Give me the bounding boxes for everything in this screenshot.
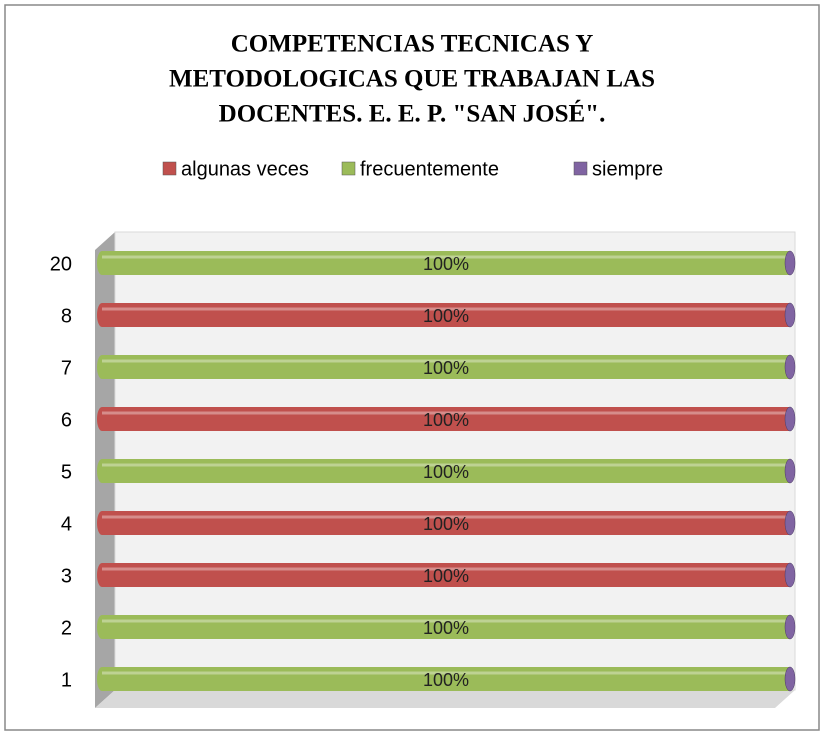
legend-label: frecuentemente — [360, 158, 499, 180]
y-tick-label: 6 — [61, 409, 72, 431]
y-tick-label: 4 — [61, 513, 72, 535]
bar-cap — [97, 511, 107, 535]
bar-cap — [97, 667, 107, 691]
data-label: 100% — [423, 618, 469, 638]
bar-end-cap — [784, 406, 796, 432]
bar-cap — [97, 407, 107, 431]
bar-end-cap — [784, 354, 796, 380]
legend-swatch — [162, 161, 177, 176]
y-tick-label: 2 — [61, 617, 72, 639]
chart-title: METODOLOGICAS QUE TRABAJAN LAS — [169, 66, 655, 93]
bar-cap — [97, 563, 107, 587]
bar-end-cap — [784, 302, 796, 328]
bar-segment — [102, 511, 790, 535]
bar-segment — [102, 667, 790, 691]
bar-cap — [97, 615, 107, 639]
legend-label: siempre — [592, 158, 663, 180]
bar-end-cap — [784, 562, 796, 588]
bar-end-cap — [784, 614, 796, 640]
y-tick-label: 3 — [61, 565, 72, 587]
legend-swatch — [573, 161, 588, 176]
bar-end-cap — [784, 666, 796, 692]
bar-segment — [102, 303, 790, 327]
bar-segment — [102, 459, 790, 483]
bar-segment — [102, 563, 790, 587]
bar-cap — [97, 251, 107, 275]
data-label: 100% — [423, 514, 469, 534]
data-label: 100% — [423, 410, 469, 430]
bar-end-cap — [784, 510, 796, 536]
chart-title: COMPETENCIAS TECNICAS Y — [231, 31, 594, 58]
legend-label: algunas veces — [181, 158, 309, 180]
data-label: 100% — [423, 306, 469, 326]
data-label: 100% — [423, 566, 469, 586]
y-tick-label: 7 — [61, 357, 72, 379]
legend-swatch — [341, 161, 356, 176]
bar-end-cap — [784, 250, 796, 276]
bar-cap — [97, 303, 107, 327]
y-tick-label: 1 — [61, 669, 72, 691]
y-tick-label: 20 — [50, 253, 72, 275]
bar-segment — [102, 407, 790, 431]
bar-end-cap — [784, 458, 796, 484]
data-label: 100% — [423, 358, 469, 378]
bar-cap — [97, 355, 107, 379]
data-label: 100% — [423, 670, 469, 690]
bar-segment — [102, 251, 790, 275]
bar-cap — [97, 459, 107, 483]
y-tick-label: 5 — [61, 461, 72, 483]
data-label: 100% — [423, 254, 469, 274]
floor — [95, 690, 795, 708]
bar-segment — [102, 355, 790, 379]
y-tick-label: 8 — [61, 305, 72, 327]
chart-title: DOCENTES. E. E. P. "SAN JOSÉ". — [219, 100, 606, 128]
bar-segment — [102, 615, 790, 639]
data-label: 100% — [423, 462, 469, 482]
